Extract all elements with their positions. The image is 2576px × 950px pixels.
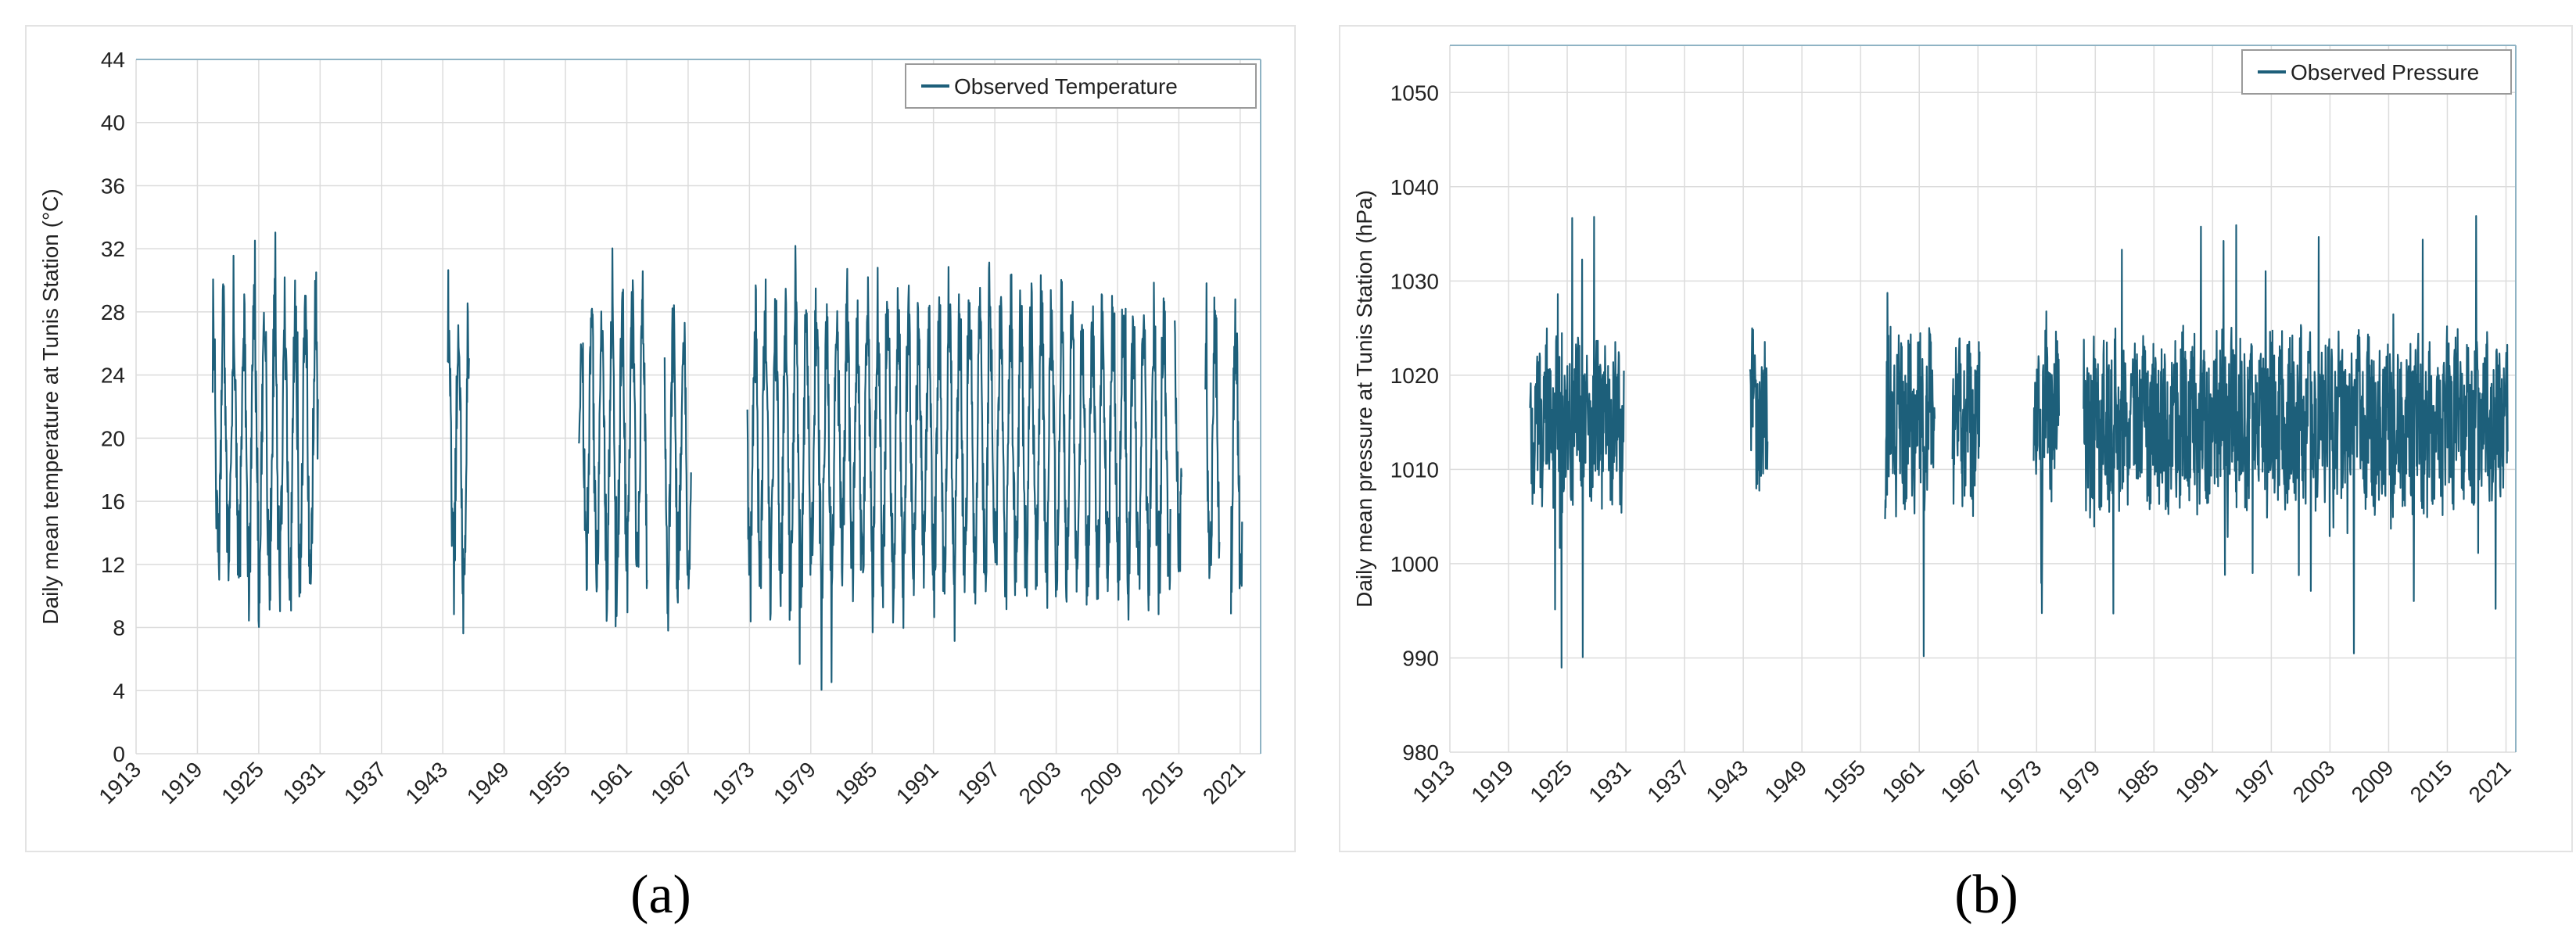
chart-panel-pressure: 980 990 1000 1010 1020 1030 1040 1050 1913 1919 19… [1339, 25, 2573, 852]
y-tick-label: 16 [101, 489, 125, 514]
series-line-segment [1204, 282, 1221, 579]
x-tick-label: 1961 [1877, 755, 1928, 807]
x-tick-label: 1913 [94, 757, 145, 808]
series-line-segment [746, 245, 1171, 691]
y-tick-label: 24 [101, 364, 125, 388]
x-tick-label: 1925 [1525, 755, 1577, 807]
x-tick-label: 1991 [2171, 755, 2223, 807]
y-tick-label: 40 [101, 111, 125, 135]
x-tick-label: 1985 [831, 757, 882, 808]
legend-label: Observed Temperature [954, 74, 1178, 99]
x-tick-label: 1967 [646, 757, 698, 808]
x-tick-label: 2009 [2347, 755, 2398, 807]
y-tick-label: 32 [101, 237, 125, 261]
legend-label: Observed Pressure [2291, 60, 2479, 84]
x-tick-label: 1949 [1760, 755, 1811, 807]
legend-box [905, 63, 1257, 109]
temperature-chart-svg: 0 4 8 12 16 20 24 28 32 36 40 44 1913 1919 1925 1931 193… [38, 48, 1261, 808]
x-tick-label: 1943 [400, 757, 452, 808]
series-line-segment [577, 247, 648, 628]
x-tick-label: 2009 [1075, 757, 1127, 808]
caption-a: (a) [630, 865, 691, 925]
x-tick-label: 1955 [1818, 755, 1870, 807]
series-line-segment [1749, 327, 1769, 492]
x-tick-label: 2015 [1137, 757, 1189, 808]
x-tick-label: 1997 [953, 757, 1004, 808]
legend-box [2241, 49, 2512, 95]
x-tick-label: 1931 [1584, 755, 1635, 807]
x-tick-label: 1985 [2112, 755, 2164, 807]
y-tick-label: 28 [101, 300, 125, 324]
x-tick-label: 1979 [2054, 755, 2105, 807]
y-tick-label: 1010 [1390, 457, 1439, 482]
y-tick-label: 980 [1402, 740, 1439, 765]
x-tick-label: 2021 [2464, 755, 2516, 807]
x-tick-label: 1991 [892, 757, 943, 808]
chart-panel-temperature: 0 4 8 12 16 20 24 28 32 36 40 44 1913 1919 1925 1931 193… [25, 25, 1296, 852]
series-line-segment [1174, 320, 1182, 572]
y-tick-label: 1040 [1390, 175, 1439, 199]
y-tick-label: 1020 [1390, 364, 1439, 388]
x-tick-label: 1943 [1701, 755, 1753, 807]
series-line-segment [1884, 292, 1936, 658]
x-tick-label: 2015 [2406, 755, 2457, 807]
y-tick-label: 12 [101, 553, 125, 577]
x-tick-label: 1937 [339, 757, 391, 808]
y-tick-label: 4 [113, 679, 125, 703]
x-tick-label: 1955 [523, 757, 575, 808]
y-tick-label: 1000 [1390, 552, 1439, 576]
x-tick-label: 1979 [769, 757, 820, 808]
y-tick-label: 8 [113, 616, 125, 640]
series-line-segment [2083, 215, 2509, 654]
y-tick-label: 44 [101, 48, 125, 72]
y-tick-label: 36 [101, 174, 125, 198]
y-axis-title: Daily mean temperature at Tunis Station … [38, 188, 63, 624]
x-tick-label: 1997 [2230, 755, 2281, 807]
x-tick-label: 1919 [156, 757, 207, 808]
x-tick-label: 1961 [585, 757, 637, 808]
series-line-segment [663, 304, 692, 632]
x-tick-label: 1949 [462, 757, 514, 808]
y-tick-label: 990 [1402, 646, 1439, 670]
series-line-segment [211, 231, 319, 628]
x-tick-label: 2003 [2288, 755, 2340, 807]
y-axis-title: Daily mean pressure at Tunis Station (hP… [1352, 190, 1376, 608]
y-tick-label: 1030 [1390, 269, 1439, 293]
caption-b: (b) [1954, 865, 2018, 925]
series-line-segment [2032, 310, 2060, 615]
x-tick-label: 1937 [1642, 755, 1694, 807]
series-line-segment [1951, 337, 1981, 518]
y-tick-label: 0 [113, 742, 125, 766]
y-tick-label: 20 [101, 426, 125, 450]
series-line-segment [1230, 298, 1243, 615]
x-tick-label: 1973 [708, 757, 759, 808]
x-tick-label: 1919 [1466, 755, 1518, 807]
x-tick-label: 2021 [1198, 757, 1250, 808]
series-line-segment [447, 269, 470, 635]
x-tick-label: 1967 [1936, 755, 1988, 807]
x-tick-label: 2003 [1014, 757, 1066, 808]
series-line-segment [1529, 216, 1625, 669]
x-tick-label: 1925 [217, 757, 268, 808]
x-tick-label: 1973 [1995, 755, 2047, 807]
y-tick-label: 1050 [1390, 81, 1439, 105]
x-tick-label: 1931 [278, 757, 330, 808]
